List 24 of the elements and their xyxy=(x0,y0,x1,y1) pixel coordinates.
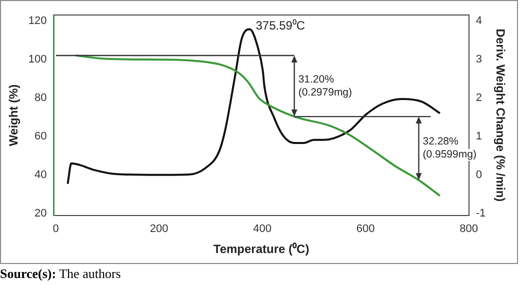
annotation: 375.59⁰C xyxy=(256,18,306,33)
source-note: Source(s): The authors xyxy=(0,266,121,281)
y-tick-label: 100 xyxy=(28,53,47,66)
y-axis-title: Weight (%) xyxy=(6,84,21,146)
x-tick-label: 400 xyxy=(253,223,272,236)
x-tick-label: 200 xyxy=(150,223,168,236)
annotation: 31.20% (0.2979mg) xyxy=(298,73,352,98)
y-tick-label: 40 xyxy=(34,168,47,181)
x-tick-label: 600 xyxy=(356,223,375,236)
y2-tick-label: -1 xyxy=(476,208,486,220)
x-tick-label: 800 xyxy=(460,223,478,236)
x-axis-title: Temperature (⁰C) xyxy=(213,242,310,256)
y-tick-label: 80 xyxy=(34,92,47,104)
y-tick-label: 20 xyxy=(34,208,47,220)
y2-tick-label: 0 xyxy=(476,168,482,181)
y2-tick-label: 3 xyxy=(476,53,482,66)
y-tick-label: 60 xyxy=(34,130,47,142)
x-tick-label: 0 xyxy=(52,223,59,236)
y-tick-label: 120 xyxy=(28,14,47,27)
y2-tick-label: 4 xyxy=(476,14,482,27)
y2-tick-label: 1 xyxy=(476,130,482,142)
y2-axis-title: Deriv. Weight Change (% /min) xyxy=(493,28,508,202)
annotation: 32.28% (0.9599mg) xyxy=(422,136,476,161)
y2-tick-label: 2 xyxy=(476,92,482,104)
